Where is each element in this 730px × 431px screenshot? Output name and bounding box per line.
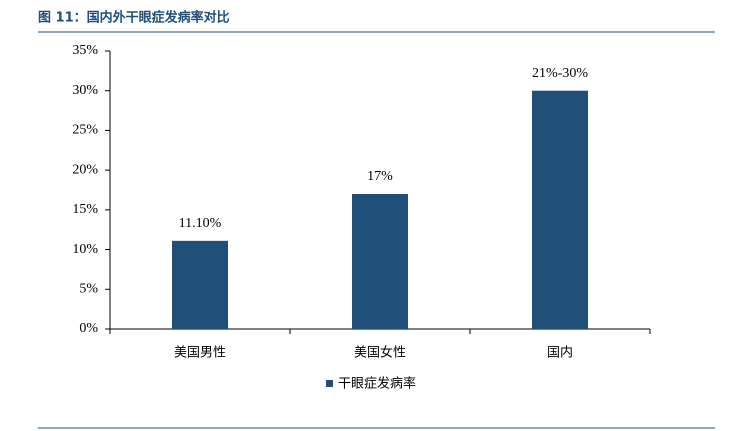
legend-label: 干眼症发病率: [338, 376, 416, 392]
data-label: 11.10%: [179, 216, 222, 231]
legend-swatch: [326, 380, 333, 387]
y-tick-label: 15%: [72, 202, 98, 217]
data-label: 21%-30%: [532, 66, 588, 81]
y-tick-label: 25%: [72, 123, 98, 138]
y-tick-label: 5%: [79, 282, 98, 297]
chart-title: 图 11：国内外干眼症发病率对比: [38, 10, 230, 26]
y-tick-label: 30%: [72, 83, 98, 98]
x-tick-label: 美国男性: [174, 346, 226, 361]
y-tick-label: 35%: [72, 43, 98, 58]
x-tick-label: 国内: [547, 345, 573, 361]
x-tick-label: 美国女性: [354, 345, 406, 361]
bar: [172, 240, 228, 329]
bar: [352, 193, 408, 329]
y-tick-label: 0%: [79, 321, 98, 336]
y-tick-label: 10%: [72, 242, 98, 257]
y-tick-label: 20%: [72, 162, 98, 177]
data-label: 17%: [367, 169, 393, 184]
bar: [532, 90, 588, 329]
